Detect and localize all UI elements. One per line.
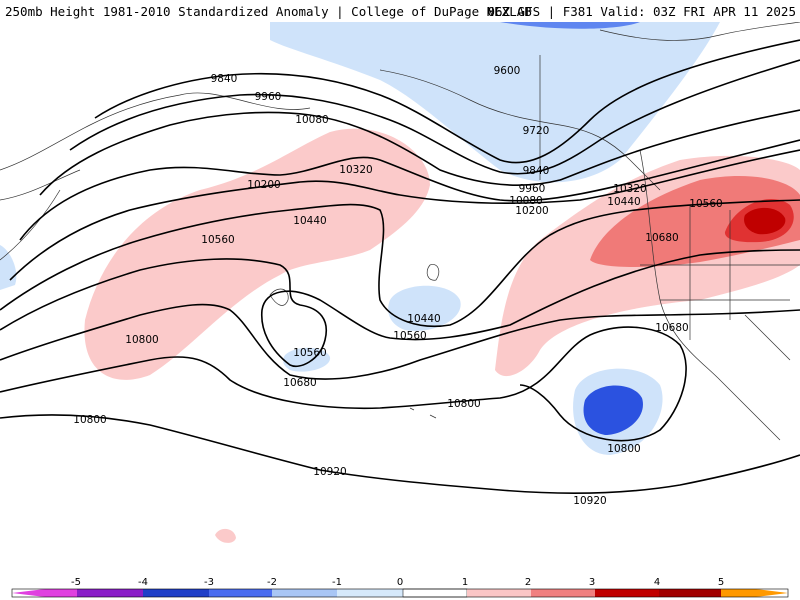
scale-tick-label: 2: [525, 577, 531, 588]
contour-label: 9840: [523, 165, 550, 177]
scale-tick-label: -1: [332, 577, 342, 588]
contour-label: 10560: [293, 347, 326, 359]
contour-label: 9600: [494, 65, 521, 77]
contour-label: 9960: [519, 183, 546, 195]
contour-label: 10080: [509, 195, 542, 207]
scale-tick-label: 5: [718, 577, 724, 588]
contour-label: 10320: [613, 183, 646, 195]
scale-tick-label: -3: [204, 577, 214, 588]
scale-tick-label: 3: [589, 577, 595, 588]
contour-label: 9960: [255, 91, 282, 103]
height-contours: [0, 39, 800, 495]
contour-label: 10800: [607, 443, 640, 455]
contour-label: 9840: [211, 73, 238, 85]
contour-label: 10920: [313, 466, 346, 478]
scale-tick-label: -4: [138, 577, 148, 588]
scale-tick-label: -5: [71, 577, 81, 588]
contour-label: 10680: [655, 322, 688, 334]
color-scale-bar: [11, 588, 789, 598]
scale-tick-label: 1: [462, 577, 468, 588]
contour-label: 10560: [689, 198, 722, 210]
contour-label: 10680: [645, 232, 678, 244]
run-info: 06Z GFS | F381 Valid: 03Z FRI APR 11 202…: [487, 4, 796, 19]
contour-label: 10800: [447, 398, 480, 410]
contour-label: 10560: [393, 330, 426, 342]
anomaly-map: 9600 9720 9840 9840 9960 9960 10080 1008…: [0, 22, 800, 543]
scale-tick-label: 0: [397, 577, 403, 588]
contour-labels: 9600 9720 9840 9840 9960 9960 10080 1008…: [73, 65, 722, 507]
contour-label: 10440: [293, 215, 326, 227]
scale-tick-label: 4: [654, 577, 660, 588]
contour-label: 10200: [515, 205, 548, 217]
positive-anomaly-shading: [84, 128, 800, 543]
color-scale-ticks: -5 -4 -3 -2 -1 0 1 2 3 4 5: [71, 577, 724, 588]
anomaly-color-scale: -5 -4 -3 -2 -1 0 1 2 3 4 5: [11, 577, 789, 598]
contour-label: 10800: [125, 334, 158, 346]
contour-label: 10800: [73, 414, 106, 426]
contour-label: 10440: [407, 313, 440, 325]
scale-tick-label: -2: [267, 577, 277, 588]
contour-label: 10080: [295, 114, 328, 126]
map-title: 250mb Height 1981-2010 Standardized Anom…: [5, 4, 532, 19]
contour-label: 10440: [607, 196, 640, 208]
contour-label: 10920: [573, 495, 606, 507]
contour-label: 10560: [201, 234, 234, 246]
contour-label: 10680: [283, 377, 316, 389]
contour-label: 10200: [247, 179, 280, 191]
coastlines: [0, 22, 800, 441]
map-header: 250mb Height 1981-2010 Standardized Anom…: [0, 0, 800, 22]
contour-label: 10320: [339, 164, 372, 176]
contour-label: 9720: [523, 125, 550, 137]
